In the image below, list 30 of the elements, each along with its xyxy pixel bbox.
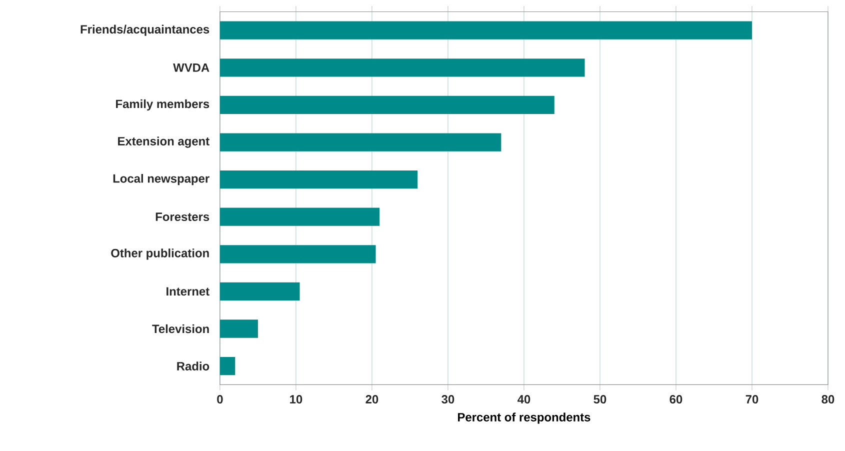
y-tick-label: Family members	[116, 99, 210, 111]
y-tick-label: Radio	[177, 362, 210, 371]
x-tick-label: 70	[746, 395, 758, 404]
bar	[220, 357, 236, 376]
x-tick-label: 60	[670, 395, 682, 404]
x-tick-label: 50	[594, 395, 606, 404]
y-tick-label: Other publication	[111, 248, 209, 260]
bar	[220, 320, 258, 338]
bar	[220, 245, 376, 264]
x-axis-title: Percent of respondents	[458, 412, 590, 424]
bar	[220, 208, 380, 226]
bar	[220, 133, 502, 152]
y-tick-label: Local newspaper	[113, 174, 210, 186]
y-tick-label: Internet	[166, 287, 210, 296]
bar	[220, 58, 585, 77]
y-tick-label: Extension agent	[118, 136, 210, 148]
y-tick-label: Friends/acquaintances	[80, 24, 210, 36]
y-tick-label: Television	[152, 324, 209, 334]
x-tick-label: 30	[442, 395, 454, 404]
x-tick-label: 10	[290, 395, 302, 404]
x-tick-label: 0	[217, 395, 223, 404]
x-tick-label: 80	[822, 395, 834, 404]
bar	[220, 282, 300, 301]
x-tick-label: 40	[518, 395, 530, 404]
x-tick-label: 20	[366, 395, 378, 404]
y-tick-label: WVDA	[173, 64, 210, 72]
bar	[220, 170, 418, 189]
bar	[220, 96, 554, 114]
bar	[220, 21, 752, 40]
y-tick-label: Foresters	[156, 212, 210, 222]
